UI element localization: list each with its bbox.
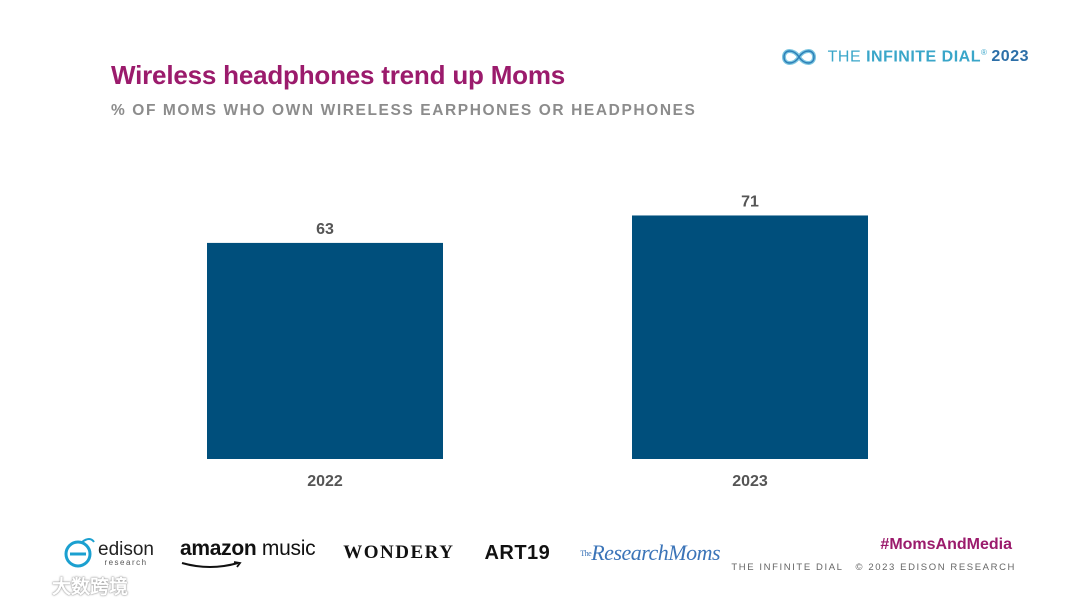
hashtag: #MomsAndMedia: [880, 536, 1012, 553]
brand-infinite-dial: INFINITE DIAL: [866, 48, 981, 66]
research-moms-logo: The ResearchMoms: [580, 540, 720, 566]
footer-left: THE INFINITE DIAL: [731, 562, 844, 573]
watermark-text: 大数跨境: [52, 577, 129, 598]
category-label-2023: 2023: [732, 473, 768, 490]
research-moms-the: The: [580, 548, 592, 558]
amazon-logo-text: amazon: [180, 537, 257, 560]
bar-chart: 63 2022 71 2023: [207, 193, 868, 490]
chart-subtitle: % OF MOMS WHO OWN WIRELESS EARPHONES OR …: [111, 102, 697, 119]
art19-logo: ART19: [484, 541, 551, 564]
watermark: 大数跨境: [8, 572, 128, 599]
brand-logo: THE INFINITE DIAL® 2023: [778, 44, 1029, 70]
music-logo-text: music: [256, 537, 316, 560]
amazon-smile-icon: [181, 561, 242, 568]
watermark-logo-icon: [8, 577, 48, 594]
brand-registered: ®: [981, 47, 988, 57]
research-moms-text: ResearchMoms: [591, 540, 721, 565]
partner-logos: edison research amazon music WONDERY ART…: [62, 528, 721, 578]
edison-logo-text: edison: [98, 538, 154, 560]
infinity-icon: [781, 49, 816, 65]
bar-2023: [632, 215, 868, 459]
footer-credit: THE INFINITE DIAL © 2023 EDISON RESEARCH: [731, 562, 1016, 573]
brand-the: THE: [827, 48, 867, 66]
footer-right: © 2023 EDISON RESEARCH: [855, 562, 1016, 573]
edison-research-logo: edison research: [62, 536, 154, 570]
data-label-2022: 63: [316, 221, 334, 238]
brand-year: 2023: [991, 48, 1029, 66]
wondery-logo: WONDERY: [343, 542, 455, 563]
bar-2022: [207, 242, 443, 459]
brand-text: THE INFINITE DIAL® 2023: [828, 48, 1029, 66]
category-label-2022: 2022: [307, 473, 343, 490]
page-title: Wireless headphones trend up Moms: [111, 60, 566, 90]
edison-logo-subtext: research: [104, 557, 148, 567]
data-label-2023: 71: [741, 193, 759, 210]
amazon-music-logo: amazon music: [180, 537, 316, 569]
edison-e-icon: [64, 538, 95, 568]
